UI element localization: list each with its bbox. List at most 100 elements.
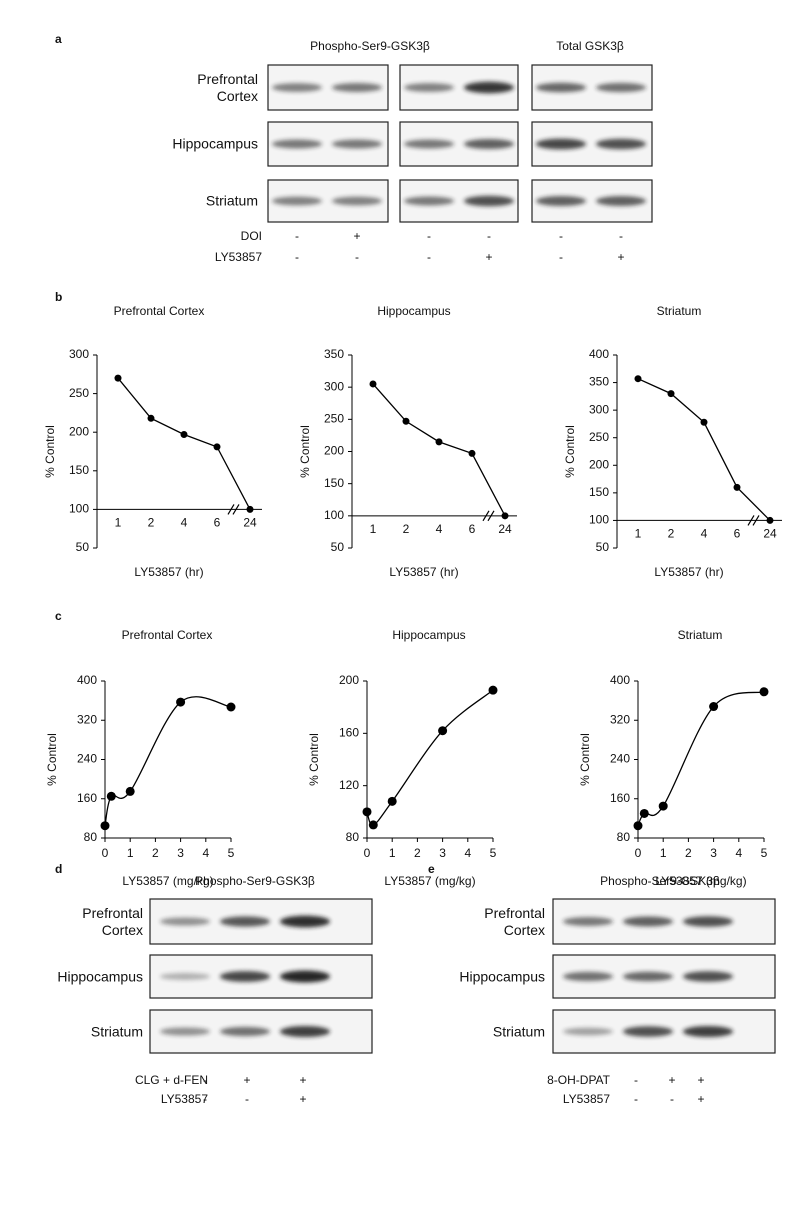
x-axis-label: LY53857 (mg/kg)	[655, 874, 746, 888]
treatment-sign: -	[427, 229, 431, 243]
y-tick-label: 150	[69, 463, 89, 477]
y-tick-label: 250	[324, 412, 344, 426]
treatment-sign: -	[203, 1073, 207, 1087]
y-axis-label: % Control	[307, 733, 321, 786]
band	[220, 1026, 270, 1037]
treatment-sign: -	[355, 250, 359, 264]
y-tick-label: 80	[617, 830, 631, 844]
band	[596, 196, 646, 206]
x-tick-label: 5	[761, 846, 768, 860]
panel-label: a	[55, 32, 62, 46]
axis-break	[482, 510, 490, 522]
y-axis-label: % Control	[43, 425, 57, 478]
data-point	[100, 821, 110, 831]
treatment-sign: +	[485, 250, 492, 264]
y-tick-label: 160	[77, 791, 97, 805]
chart-title: Striatum	[657, 304, 702, 318]
x-tick-label: 3	[710, 846, 717, 860]
band	[160, 917, 210, 926]
x-tick-label: 6	[734, 527, 741, 541]
band	[536, 82, 586, 93]
treatment-sign: -	[634, 1073, 638, 1087]
data-point	[438, 726, 448, 736]
data-point	[733, 483, 741, 491]
x-tick-label: 1	[660, 846, 667, 860]
treatment-sign: -	[670, 1092, 674, 1106]
band	[404, 83, 454, 92]
panel-label: d	[55, 862, 62, 876]
data-point	[147, 414, 155, 422]
y-tick-label: 80	[346, 830, 360, 844]
band	[404, 139, 454, 149]
data-point	[213, 443, 221, 451]
treatment-sign: -	[634, 1092, 638, 1106]
treatment-sign: -	[619, 229, 623, 243]
band	[623, 916, 673, 927]
y-tick-label: 100	[324, 508, 344, 522]
x-tick-label: 2	[403, 522, 410, 536]
data-line	[117, 377, 251, 510]
data-point	[368, 820, 378, 830]
x-tick-label: 4	[701, 527, 708, 541]
x-tick-label: 1	[115, 516, 122, 530]
band	[332, 139, 382, 149]
treatment-sign: -	[245, 1092, 249, 1106]
x-tick-label: 0	[635, 846, 642, 860]
y-tick-label: 200	[589, 457, 609, 471]
band	[272, 83, 322, 92]
x-tick-label: 3	[439, 846, 446, 860]
y-tick-label: 240	[77, 752, 97, 766]
chart-title: Striatum	[678, 628, 723, 642]
row-label: Striatum	[90, 1023, 143, 1039]
x-tick-label: 6	[214, 516, 221, 530]
y-tick-label: 200	[339, 673, 359, 687]
y-tick-label: 400	[77, 673, 97, 687]
y-tick-label: 200	[324, 444, 344, 458]
data-point	[402, 417, 410, 425]
band	[272, 196, 322, 206]
x-axis-label: LY53857 (mg/kg)	[384, 874, 475, 888]
x-tick-label: 1	[635, 527, 642, 541]
blot-header: Total GSK3β	[556, 39, 624, 53]
treatment-sign: -	[295, 250, 299, 264]
band	[683, 916, 733, 927]
data-line	[637, 691, 765, 827]
band	[280, 1025, 330, 1038]
y-tick-label: 300	[324, 379, 344, 393]
y-tick-label: 350	[324, 347, 344, 361]
data-line	[637, 378, 771, 521]
data-point	[501, 512, 509, 520]
x-tick-label: 6	[469, 522, 476, 536]
band	[160, 973, 210, 980]
data-point	[634, 375, 642, 383]
data-point	[176, 697, 186, 707]
band	[563, 971, 613, 982]
data-point	[468, 449, 476, 457]
band	[220, 916, 270, 927]
treatment-sign: -	[427, 250, 431, 264]
data-point	[180, 431, 188, 439]
x-axis-label: LY53857 (mg/kg)	[122, 874, 213, 888]
treatment-sign: +	[353, 229, 360, 243]
axis-break	[752, 515, 760, 526]
y-tick-label: 400	[589, 347, 609, 361]
x-axis-label: LY53857 (hr)	[134, 565, 203, 579]
data-point	[759, 687, 769, 697]
data-point	[766, 516, 774, 524]
band	[536, 138, 586, 150]
treatment-sign: +	[697, 1092, 704, 1106]
x-tick-label: 2	[685, 846, 692, 860]
x-tick-label: 5	[490, 846, 497, 860]
band	[160, 1027, 210, 1036]
blot-header: Phospho-Ser9-GSK3β	[195, 874, 315, 888]
data-line	[372, 383, 506, 517]
x-tick-label: 1	[389, 846, 396, 860]
blot-header: Phospho-Ser9-GSK3β	[310, 39, 430, 53]
y-tick-label: 50	[596, 540, 610, 554]
y-tick-label: 200	[69, 424, 89, 438]
treatment-sign: -	[295, 229, 299, 243]
row-label: Hippocampus	[57, 968, 143, 984]
data-point	[639, 808, 649, 818]
band	[280, 915, 330, 928]
data-point	[488, 685, 498, 695]
